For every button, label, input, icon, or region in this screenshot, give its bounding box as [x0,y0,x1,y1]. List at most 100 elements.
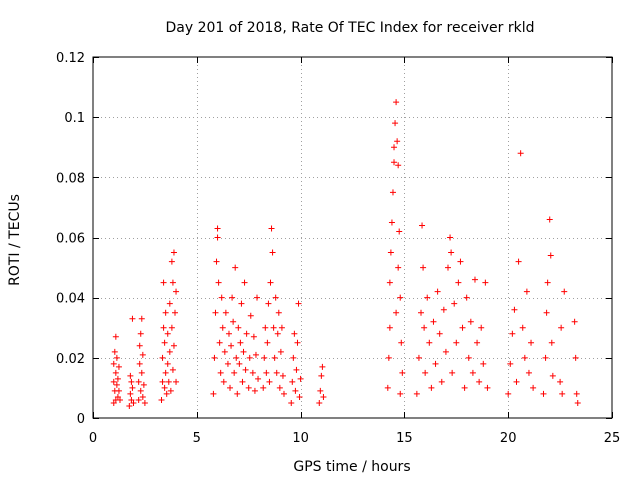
data-point [557,378,564,385]
data-point [424,294,431,301]
data-point [280,390,287,397]
data-point [128,396,135,403]
data-point [159,354,166,361]
data-point [465,354,472,361]
data-point [158,396,165,403]
data-point [214,225,221,232]
data-point [320,393,327,400]
data-point [212,309,219,316]
data-point [393,309,400,316]
data-point [530,384,537,391]
data-point [211,354,218,361]
data-point [434,288,441,295]
data-point [167,387,174,394]
data-point [392,120,399,127]
data-point [398,339,405,346]
data-point [114,375,121,382]
data-point [547,252,554,259]
data-point [469,369,476,376]
data-point [273,369,280,376]
chart-title: Day 201 of 2018, Rate Of TEC Index for r… [165,20,534,36]
data-point [161,384,168,391]
data-point [110,378,117,385]
data-point [519,324,526,331]
data-point [166,348,173,355]
data-point [127,390,134,397]
data-point [426,339,433,346]
data-point [115,387,122,394]
data-point [173,288,180,295]
data-point [387,249,394,256]
data-point [114,393,121,400]
x-tick-label: 15 [396,431,413,446]
x-axis-label: GPS time / hours [293,459,410,475]
data-point [449,369,456,376]
data-point [230,318,237,325]
data-point [139,393,146,400]
data-point [263,369,270,376]
axis-ticks [93,57,613,419]
data-point [127,372,134,379]
y-axis-label: ROTI / TECUs [7,194,23,286]
data-point [238,300,245,307]
data-point [162,309,169,316]
data-point [319,363,326,370]
data-point [138,369,145,376]
data-point [169,279,176,286]
y-tick-labels: 0 0.02 0.04 0.06 0.08 0.1 0.12 [56,51,85,427]
data-point [482,279,489,286]
data-point [219,324,226,331]
data-point [245,384,252,391]
y-tick-label: 0.12 [56,51,85,66]
data-point [388,219,395,226]
data-point [217,369,224,376]
data-point [140,381,147,388]
data-point [290,354,297,361]
data-point [269,249,276,256]
data-point [160,279,167,286]
data-point [291,330,298,337]
data-point [161,339,168,346]
data-point [451,300,458,307]
data-point [278,324,285,331]
data-point [295,300,302,307]
data-point [436,330,443,337]
data-point [164,360,171,367]
data-point [453,339,460,346]
data-point [415,354,422,361]
x-tick-label: 10 [292,431,309,446]
data-point [294,339,301,346]
data-point [461,384,468,391]
data-point [270,324,277,331]
data-point [249,369,256,376]
data-point [268,225,275,232]
data-point [239,378,246,385]
data-point [573,390,580,397]
data-point [542,354,549,361]
data-point [397,390,404,397]
data-point [507,360,514,367]
data-point [222,309,229,316]
data-point [442,348,449,355]
data-point [274,330,281,337]
y-tick-label: 0.02 [56,352,85,367]
data-point [549,372,556,379]
y-tick-label: 0 [77,412,85,427]
data-point [478,324,485,331]
data-point [548,339,555,346]
data-point [141,399,148,406]
data-point [515,258,522,265]
data-point [231,369,238,376]
x-tick-label: 5 [193,431,201,446]
data-point [168,258,175,265]
data-point [126,402,133,409]
data-point [169,366,176,373]
data-point [220,378,227,385]
data-point [444,264,451,271]
data-point [318,372,325,379]
data-point [227,384,234,391]
data-point [447,234,454,241]
data-point [279,372,286,379]
data-point [221,348,228,355]
data-point [517,150,524,157]
